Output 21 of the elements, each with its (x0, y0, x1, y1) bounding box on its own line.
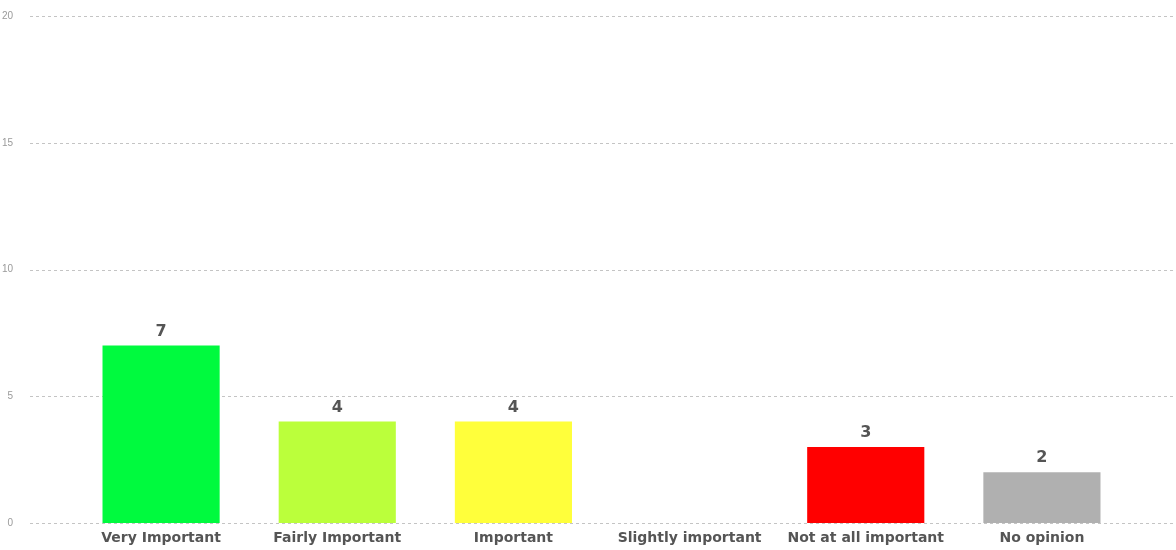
bar (983, 472, 1101, 523)
data-label: 7 (155, 320, 167, 340)
data-label: 4 (507, 396, 519, 416)
data-label: 2 (1036, 447, 1048, 467)
x-tick-label: Slightly important (617, 529, 762, 546)
y-tick-label: 5 (7, 390, 14, 401)
x-tick-label: No opinion (999, 529, 1085, 546)
data-label: 4 (331, 396, 343, 416)
x-tick-label: Not at all important (787, 529, 945, 546)
x-tick-label: Fairly Important (273, 529, 402, 546)
x-tick-label: Very Important (101, 529, 222, 546)
bar (807, 446, 925, 523)
x-tick-label: Important (473, 529, 554, 546)
y-tick-label: 20 (1, 9, 14, 21)
bar (278, 421, 396, 523)
y-tick-label: 15 (1, 136, 14, 148)
bar (454, 421, 572, 523)
y-tick-label: 10 (1, 263, 14, 275)
y-tick-label: 0 (7, 516, 14, 528)
data-label: 3 (860, 422, 872, 442)
bar (102, 345, 220, 523)
